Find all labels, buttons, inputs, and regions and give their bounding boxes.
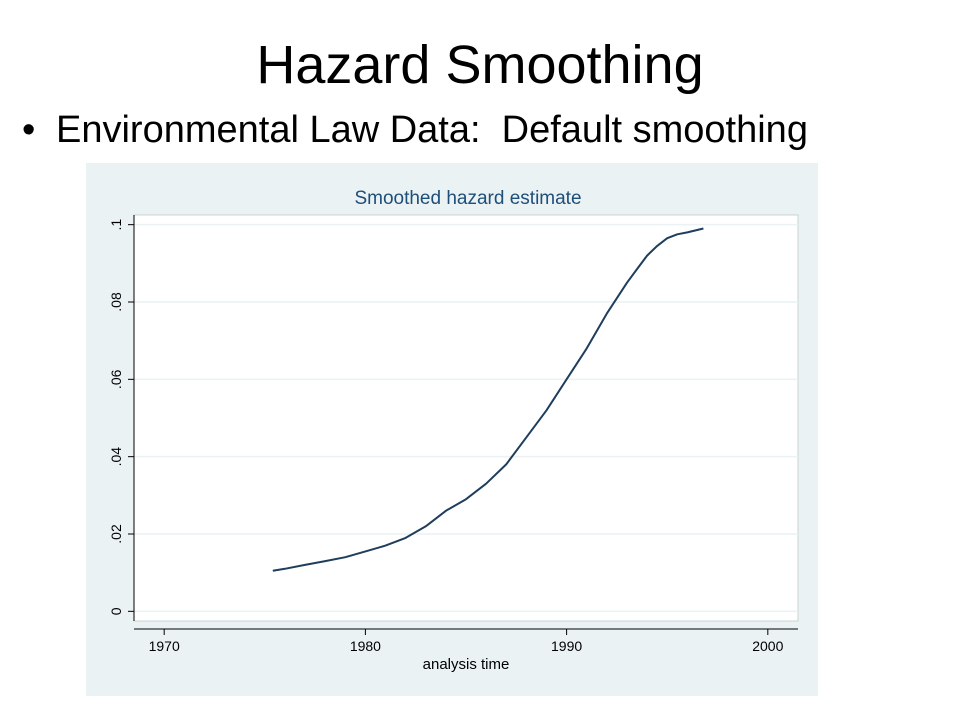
plot-area: [133, 214, 799, 622]
x-tick-label: 1990: [551, 638, 582, 654]
chart-panel: 0 .02 .04 .06 .08 .1 1970 1980 1990 2000 Smoothed…: [86, 163, 818, 696]
x-tick-label: 2000: [752, 638, 783, 654]
y-tick-label: .06: [108, 369, 124, 389]
axes: 0 .02 .04 .06 .08 .1 1970 1980 1990 2000: [108, 215, 798, 654]
y-tick-label: .1: [108, 219, 124, 231]
gridlines: [134, 223, 798, 613]
y-tick-label: .08: [108, 292, 124, 312]
x-tick-label: 1980: [350, 638, 381, 654]
slide-title: Hazard Smoothing: [256, 35, 704, 95]
bullet-dot: •: [22, 109, 36, 151]
bullet-text: Environmental Law Data: Default smoothin…: [56, 109, 808, 151]
y-tick-label: .02: [108, 524, 124, 544]
x-axis-label: analysis time: [423, 656, 510, 673]
x-tick-label: 1970: [149, 638, 180, 654]
series-layer: [272, 227, 704, 572]
hazard-chart: 0 .02 .04 .06 .08 .1 1970 1980 1990 2000 Smoothed…: [108, 188, 799, 673]
hazard-series-line: [272, 227, 704, 572]
chart-title: Smoothed hazard estimate: [354, 188, 581, 209]
y-tick-label: 0: [108, 607, 124, 615]
bullet-item: • Environmental Law Data: Default smoothi…: [22, 104, 808, 156]
y-tick-label: .04: [108, 447, 124, 467]
